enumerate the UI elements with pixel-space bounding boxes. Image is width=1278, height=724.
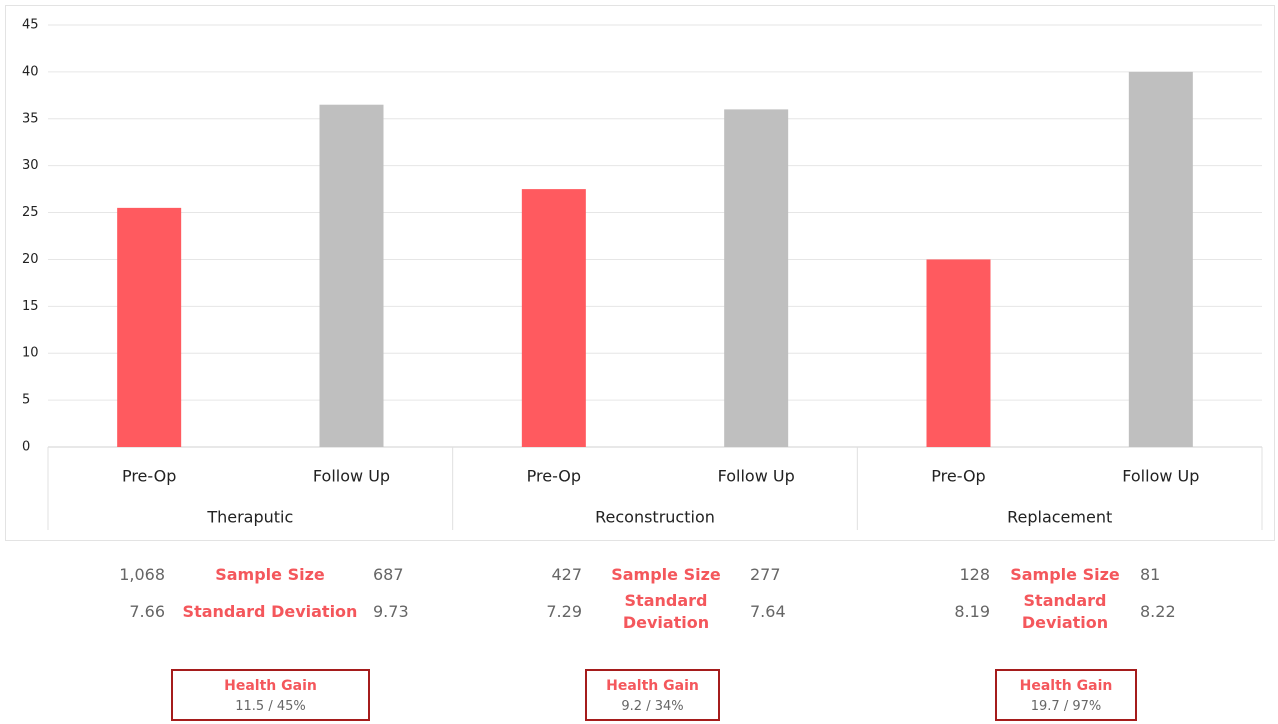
group-label: Reconstruction — [595, 508, 715, 527]
y-tick-label: 35 — [22, 111, 39, 126]
sd-label: Standard Deviation — [1021, 591, 1109, 632]
group-label: Theraputic — [206, 508, 293, 527]
sample-size-label: Sample Size — [611, 565, 721, 584]
chart-border — [5, 5, 1275, 541]
bar — [117, 207, 182, 447]
sd-pre: 8.19 — [954, 602, 990, 621]
sd-label: Standard Deviation — [182, 602, 358, 621]
bar — [724, 109, 789, 448]
y-tick-label: 40 — [22, 64, 39, 79]
bar — [521, 189, 586, 447]
y-tick-label: 5 — [22, 393, 30, 408]
y-tick-label: 0 — [22, 440, 30, 455]
x-tick-label: Pre-Op — [527, 467, 581, 486]
health-gain-label: Health Gain — [1019, 678, 1113, 694]
sample-size-pre: 128 — [959, 565, 990, 584]
sample-size-label: Sample Size — [1010, 565, 1120, 584]
x-tick-label: Follow Up — [1122, 467, 1199, 486]
bar — [926, 259, 991, 447]
y-tick-label: 20 — [22, 252, 39, 267]
health-gain-box: Health Gain 9.2 / 34% — [585, 669, 720, 721]
health-gain-label: Health Gain — [606, 678, 699, 694]
sd-follow: 9.73 — [373, 602, 409, 621]
bar — [1128, 71, 1193, 447]
x-tick-label: Follow Up — [313, 467, 390, 486]
health-gain-box: Health Gain 19.7 / 97% — [995, 669, 1137, 721]
x-tick-label: Follow Up — [718, 467, 795, 486]
sample-size-pre: 427 — [551, 565, 582, 584]
sample-size-follow: 81 — [1140, 565, 1161, 584]
y-tick-label: 10 — [22, 346, 39, 361]
bar — [319, 104, 384, 447]
group-label: Replacement — [1007, 508, 1112, 527]
sd-label: Standard Deviation — [622, 591, 710, 632]
sample-size-label: Sample Size — [215, 565, 325, 584]
x-tick-label: Pre-Op — [122, 467, 176, 486]
sd-pre: 7.29 — [546, 602, 582, 621]
y-tick-label: 45 — [22, 18, 39, 33]
health-gain-label: Health Gain — [224, 678, 317, 694]
health-gain-value: 19.7 / 97% — [1030, 699, 1102, 714]
health-gain-value: 11.5 / 45% — [235, 699, 306, 714]
y-tick-label: 30 — [22, 158, 39, 173]
y-tick-label: 15 — [22, 299, 39, 314]
sample-size-pre: 1,068 — [119, 565, 165, 584]
sd-pre: 7.66 — [129, 602, 165, 621]
sample-size-follow: 687 — [373, 565, 404, 584]
health-gain-value: 9.2 / 34% — [621, 699, 684, 714]
health-gain-box: Health Gain 11.5 / 45% — [171, 669, 370, 721]
y-tick-label: 25 — [22, 205, 39, 220]
sd-follow: 7.64 — [750, 602, 786, 621]
sample-size-follow: 277 — [750, 565, 781, 584]
chart: 0 5 10 15 20 25 30 35 40 45 Theraputic Pre-Op Follow… — [5, 5, 1275, 541]
sd-follow: 8.22 — [1140, 602, 1176, 621]
x-tick-label: Pre-Op — [931, 467, 985, 486]
